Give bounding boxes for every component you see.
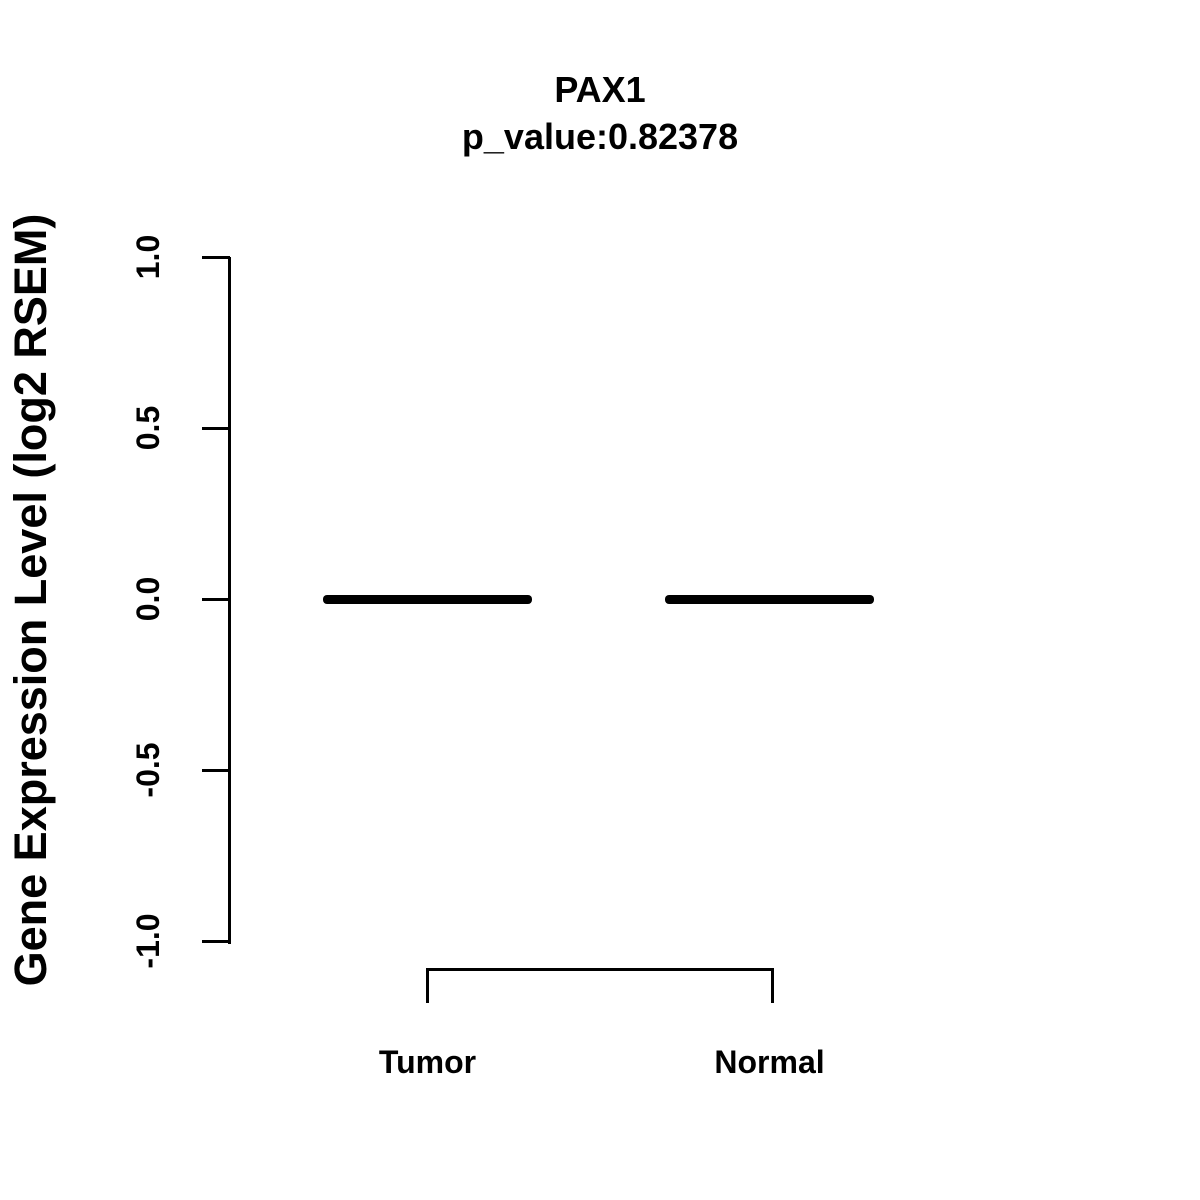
- y-tick-mark: [202, 426, 230, 430]
- chart-title: PAX1: [554, 69, 646, 110]
- y-tick-label: -1.0: [130, 913, 166, 969]
- y-axis-label: Gene Expression Level (log2 RSEM): [5, 213, 56, 987]
- y-tick-mark: [202, 768, 230, 772]
- chart-subtitle: p_value:0.82378: [461, 116, 739, 157]
- median-line-tumor: [323, 594, 532, 604]
- y-tick-label: 1.0: [130, 234, 166, 280]
- x-axis-bracket: [426, 968, 774, 1003]
- y-tick-label: 0.5: [130, 405, 166, 451]
- x-label-tumor: Tumor: [378, 1044, 477, 1080]
- y-tick-mark: [202, 939, 230, 943]
- y-tick-label: -0.5: [130, 742, 166, 798]
- y-tick-label: 0.0: [130, 576, 166, 622]
- x-label-normal: Normal: [714, 1044, 825, 1080]
- y-axis-line: [228, 257, 231, 944]
- y-tick-mark: [202, 255, 230, 259]
- median-line-normal: [665, 594, 874, 604]
- y-tick-mark: [202, 597, 230, 601]
